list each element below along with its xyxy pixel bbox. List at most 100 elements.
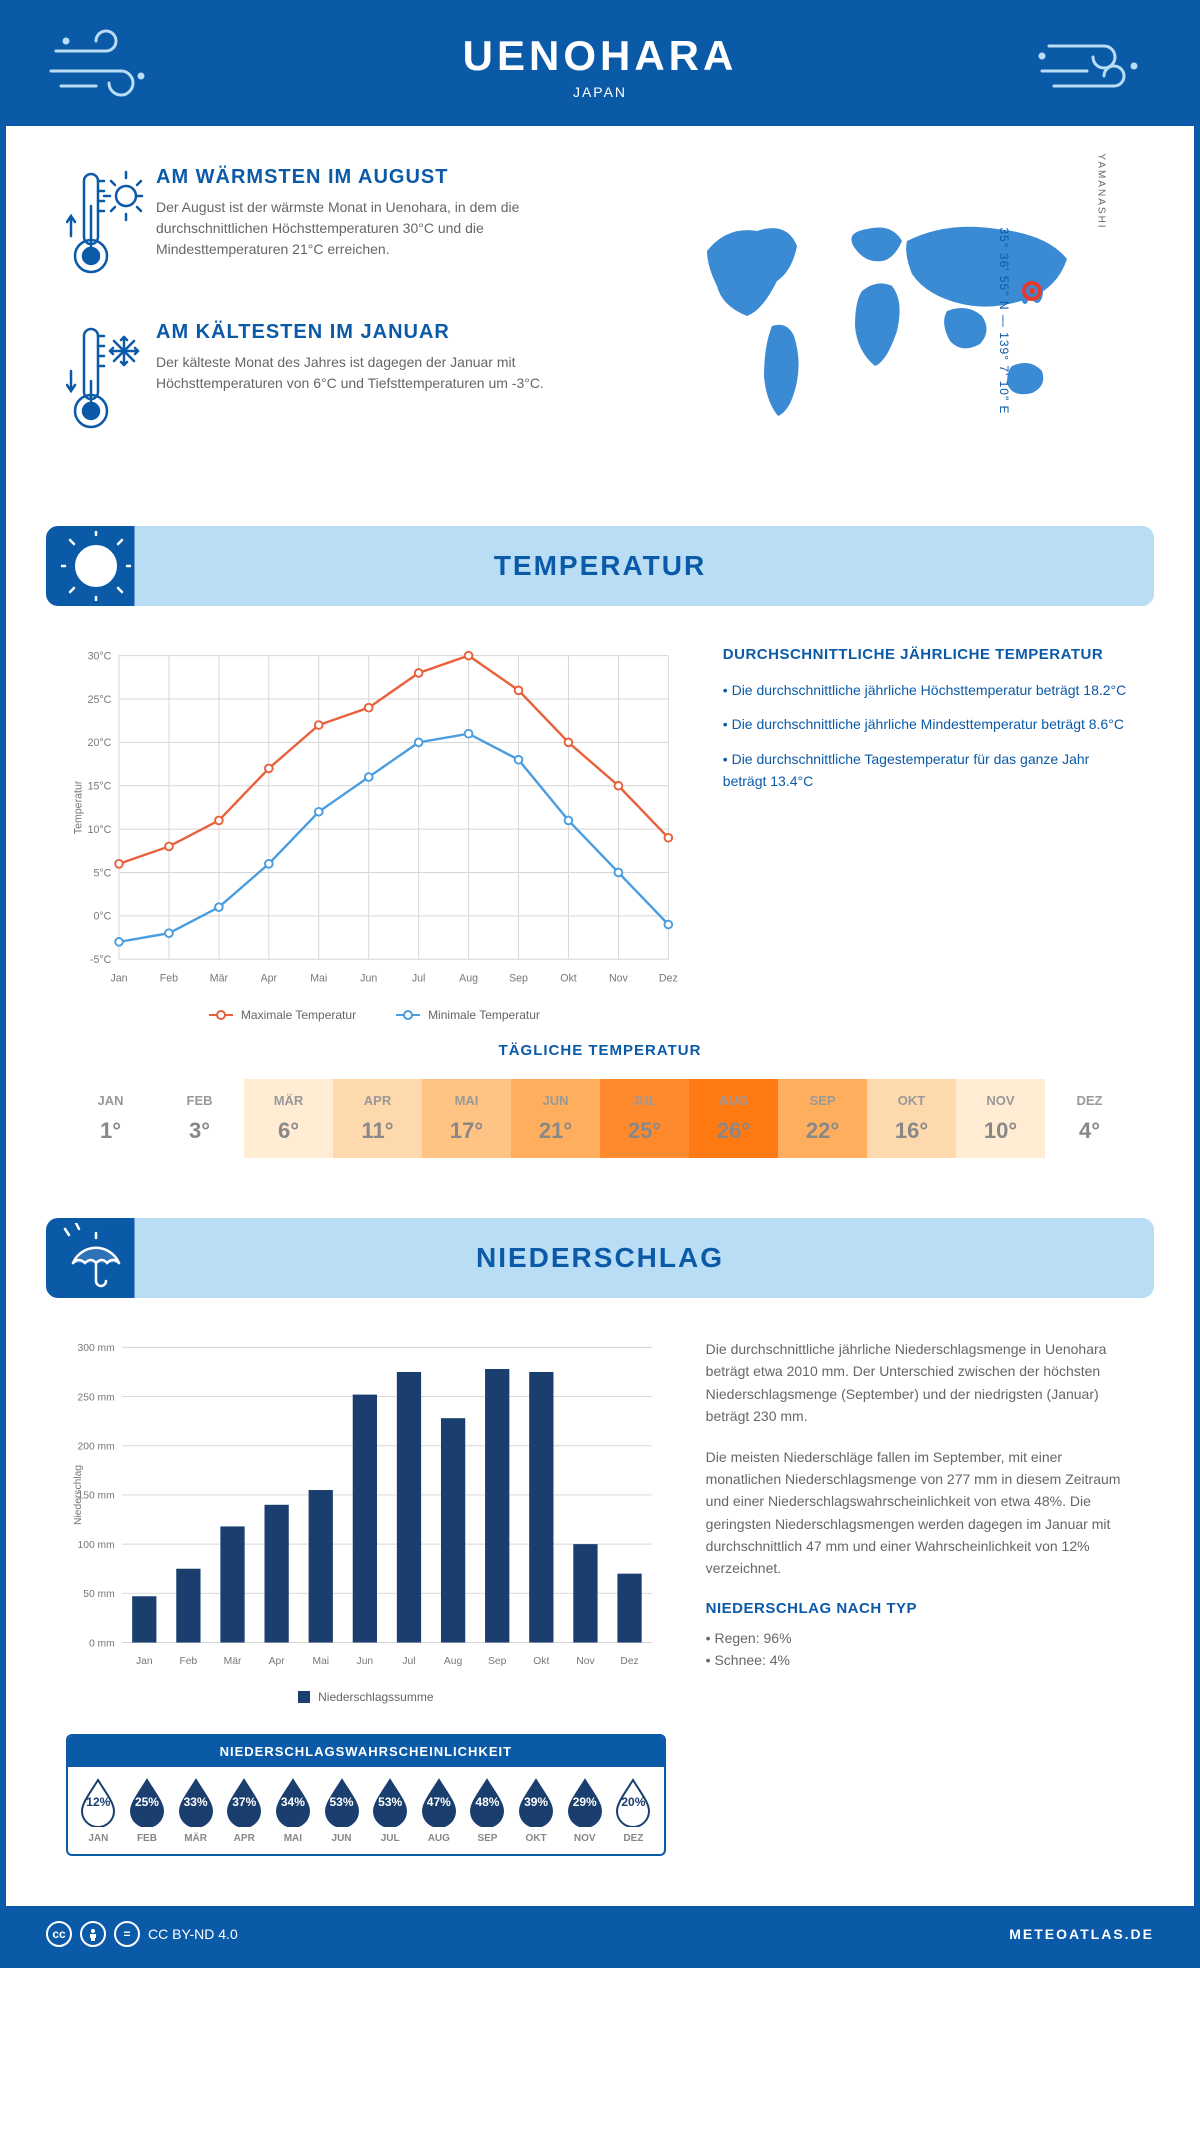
- probability-value: 48%: [475, 1795, 499, 1809]
- svg-text:50 mm: 50 mm: [83, 1589, 114, 1600]
- probability-month: NOV: [560, 1833, 609, 1844]
- probability-cell: 37% APR: [220, 1777, 269, 1844]
- svg-text:Nov: Nov: [609, 972, 629, 984]
- umbrella-icon: [61, 1223, 131, 1293]
- precip-text-2: Die meisten Niederschläge fallen im Sept…: [706, 1446, 1134, 1580]
- svg-text:Nov: Nov: [576, 1656, 595, 1667]
- region-label: YAMANASHI: [1095, 153, 1106, 229]
- daily-month: DEZ: [1045, 1093, 1134, 1108]
- daily-temp-cell: NOV10°: [956, 1079, 1045, 1158]
- svg-text:Dez: Dez: [620, 1656, 638, 1667]
- probability-month: APR: [220, 1833, 269, 1844]
- temperature-chart: -5°C0°C5°C10°C15°C20°C25°C30°CJanFebMärA…: [66, 646, 683, 993]
- daily-temp-cell: OKT16°: [867, 1079, 956, 1158]
- svg-text:Jun: Jun: [360, 972, 377, 984]
- coldest-title: AM KÄLTESTEN IM JANUAR: [156, 321, 610, 344]
- svg-text:100 mm: 100 mm: [78, 1540, 115, 1551]
- svg-text:250 mm: 250 mm: [78, 1392, 115, 1403]
- warmest-title: AM WÄRMSTEN IM AUGUST: [156, 166, 610, 189]
- thermometer-snow-icon: [66, 321, 146, 441]
- daily-month: AUG: [689, 1093, 778, 1108]
- probability-value: 34%: [281, 1795, 305, 1809]
- daily-value: 4°: [1045, 1118, 1134, 1144]
- daily-temp-cell: AUG26°: [689, 1079, 778, 1158]
- daily-value: 11°: [333, 1118, 422, 1144]
- daily-month: MÄR: [244, 1093, 333, 1108]
- svg-text:5°C: 5°C: [94, 867, 112, 879]
- precip-type-heading: NIEDERSCHLAG NACH TYP: [706, 1600, 1134, 1617]
- country-name: JAPAN: [463, 84, 738, 100]
- svg-text:200 mm: 200 mm: [78, 1441, 115, 1452]
- probability-month: SEP: [463, 1833, 512, 1844]
- probability-cell: 39% OKT: [512, 1777, 561, 1844]
- probability-month: OKT: [512, 1833, 561, 1844]
- svg-text:Okt: Okt: [533, 1656, 549, 1667]
- daily-temp-title: TÄGLICHE TEMPERATUR: [66, 1042, 1134, 1059]
- svg-text:Mär: Mär: [210, 972, 229, 984]
- precip-legend-label: Niederschlagssumme: [318, 1690, 433, 1704]
- svg-text:300 mm: 300 mm: [78, 1343, 115, 1354]
- probability-cell: 53% JUL: [366, 1777, 415, 1844]
- probability-value: 53%: [330, 1795, 354, 1809]
- daily-value: 25°: [600, 1118, 689, 1144]
- probability-value: 29%: [573, 1795, 597, 1809]
- svg-text:Feb: Feb: [160, 972, 178, 984]
- daily-value: 21°: [511, 1118, 600, 1144]
- precip-title: NIEDERSCHLAG: [46, 1242, 1154, 1274]
- coordinates: 35° 36' 55" N — 139° 7' 10" E: [997, 171, 1011, 471]
- coldest-text: Der kälteste Monat des Jahres ist dagege…: [156, 352, 610, 394]
- svg-text:Niederschlag: Niederschlag: [73, 1465, 84, 1525]
- daily-month: MAI: [422, 1093, 511, 1108]
- probability-month: JAN: [74, 1833, 123, 1844]
- probability-cell: 53% JUN: [317, 1777, 366, 1844]
- probability-value: 20%: [621, 1795, 645, 1809]
- svg-text:Feb: Feb: [180, 1656, 198, 1667]
- probability-value: 33%: [184, 1795, 208, 1809]
- daily-value: 22°: [778, 1118, 867, 1144]
- city-name: UENOHARA: [463, 32, 738, 80]
- daily-month: JAN: [66, 1093, 155, 1108]
- probability-cell: 47% AUG: [414, 1777, 463, 1844]
- probability-cell: 34% MAI: [269, 1777, 318, 1844]
- svg-text:Dez: Dez: [659, 972, 678, 984]
- temp-stat-bullet: • Die durchschnittliche Tagestemperatur …: [723, 748, 1134, 793]
- svg-text:Aug: Aug: [444, 1656, 463, 1667]
- coldest-block: AM KÄLTESTEN IM JANUAR Der kälteste Mona…: [66, 321, 610, 446]
- svg-text:Jun: Jun: [357, 1656, 374, 1667]
- cc-by-icon: [80, 1921, 106, 1947]
- warmest-block: AM WÄRMSTEN IM AUGUST Der August ist der…: [66, 166, 610, 291]
- probability-month: FEB: [123, 1833, 172, 1844]
- daily-month: APR: [333, 1093, 422, 1108]
- probability-month: MÄR: [171, 1833, 220, 1844]
- probability-cell: 25% FEB: [123, 1777, 172, 1844]
- wind-icon: [46, 26, 166, 106]
- svg-text:Mär: Mär: [224, 1656, 242, 1667]
- probability-value: 53%: [378, 1795, 402, 1809]
- svg-text:Sep: Sep: [509, 972, 528, 984]
- precip-legend: Niederschlagssumme: [66, 1690, 666, 1704]
- warmest-text: Der August ist der wärmste Monat in Ueno…: [156, 197, 610, 260]
- svg-text:15°C: 15°C: [88, 781, 112, 793]
- probability-cell: 33% MÄR: [171, 1777, 220, 1844]
- precip-type-item: • Regen: 96%: [706, 1627, 1134, 1649]
- temperature-legend: Maximale Temperatur Minimale Temperatur: [66, 1008, 683, 1022]
- svg-text:Mai: Mai: [310, 972, 327, 984]
- daily-temp-row: JAN1°FEB3°MÄR6°APR11°MAI17°JUN21°JUL25°A…: [66, 1079, 1134, 1158]
- temp-stat-bullet: • Die durchschnittliche jährliche Höchst…: [723, 679, 1134, 701]
- svg-text:Jan: Jan: [110, 972, 127, 984]
- precip-chart: 0 mm50 mm100 mm150 mm200 mm250 mm300 mmJ…: [66, 1338, 666, 1675]
- cc-nd-icon: =: [114, 1921, 140, 1947]
- svg-text:0 mm: 0 mm: [89, 1638, 115, 1649]
- probability-month: AUG: [414, 1833, 463, 1844]
- svg-text:30°C: 30°C: [88, 650, 112, 662]
- daily-temp-cell: DEZ 4°: [1045, 1079, 1134, 1158]
- svg-text:10°C: 10°C: [88, 824, 112, 836]
- daily-temp-cell: JAN1°: [66, 1079, 155, 1158]
- svg-text:Temperatur: Temperatur: [72, 780, 84, 834]
- probability-cell: 20% DEZ: [609, 1777, 658, 1844]
- daily-temp-cell: APR 11°: [333, 1079, 422, 1158]
- daily-temp-cell: SEP22°: [778, 1079, 867, 1158]
- license-text: CC BY-ND 4.0: [148, 1926, 238, 1942]
- daily-value: 16°: [867, 1118, 956, 1144]
- svg-text:Apr: Apr: [261, 972, 278, 984]
